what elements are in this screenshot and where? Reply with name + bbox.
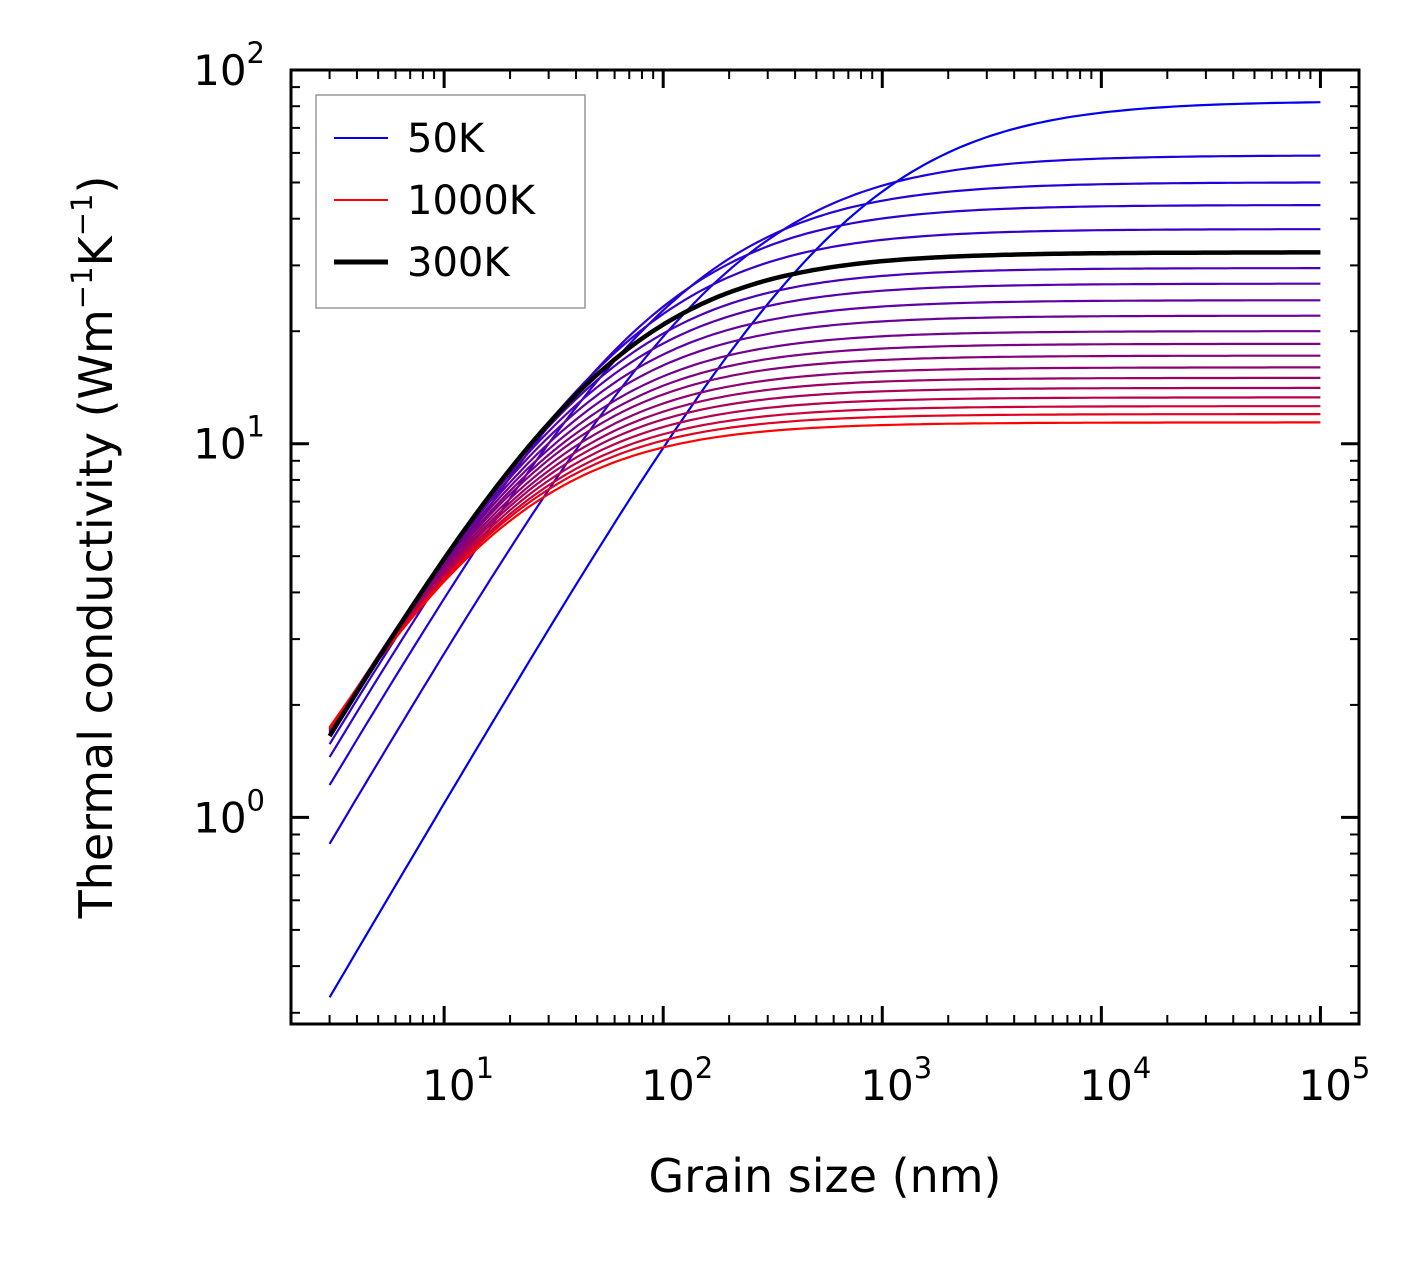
series-line-100k <box>328 154 1321 845</box>
series-line-950k <box>328 413 1321 729</box>
x-tick-label: 104 <box>1079 1051 1151 1110</box>
series-line-850k <box>328 396 1321 730</box>
x-tick-label: 101 <box>422 1051 494 1110</box>
series-line-300k <box>327 250 1321 738</box>
series-line-50k <box>328 101 1321 998</box>
x-tick-label: 103 <box>860 1051 932 1110</box>
plot-frame <box>289 68 1361 1026</box>
series-line-750k <box>328 376 1321 731</box>
y-tick-label: 102 <box>193 36 265 95</box>
legend-label-1000k: 1000K <box>407 178 537 224</box>
x-axis-label: Grain size (nm) <box>649 1149 1002 1203</box>
legend-label-300k: 300K <box>407 240 511 286</box>
legend-label-50k: 50K <box>407 116 486 162</box>
series-line-650k <box>328 354 1321 731</box>
series-line-1000k <box>328 421 1321 729</box>
x-tick-labels: 101 102 103 104 105 <box>422 1051 1370 1110</box>
series-line-450k <box>328 299 1321 732</box>
x-tick-label: 105 <box>1298 1051 1370 1110</box>
series-line-350k <box>328 267 1321 734</box>
series-line-500k <box>328 314 1321 732</box>
legend-box <box>315 94 586 309</box>
series-line-800k <box>328 386 1321 730</box>
y-tick-label: 101 <box>193 410 265 469</box>
series-line-550k <box>328 330 1321 731</box>
y-axis-label: Thermal conductivity (Wm−1K−1) <box>65 176 123 920</box>
series-line-900k <box>328 405 1321 730</box>
y-tick-label: 100 <box>193 783 265 842</box>
series-line-600k <box>328 342 1321 731</box>
series-layer <box>327 101 1321 998</box>
x-tick-label: 102 <box>641 1051 713 1110</box>
legend: 50K 1000K 300K <box>315 94 586 309</box>
y-tick-labels: 100 101 102 <box>193 36 265 842</box>
series-line-700k <box>328 366 1321 731</box>
